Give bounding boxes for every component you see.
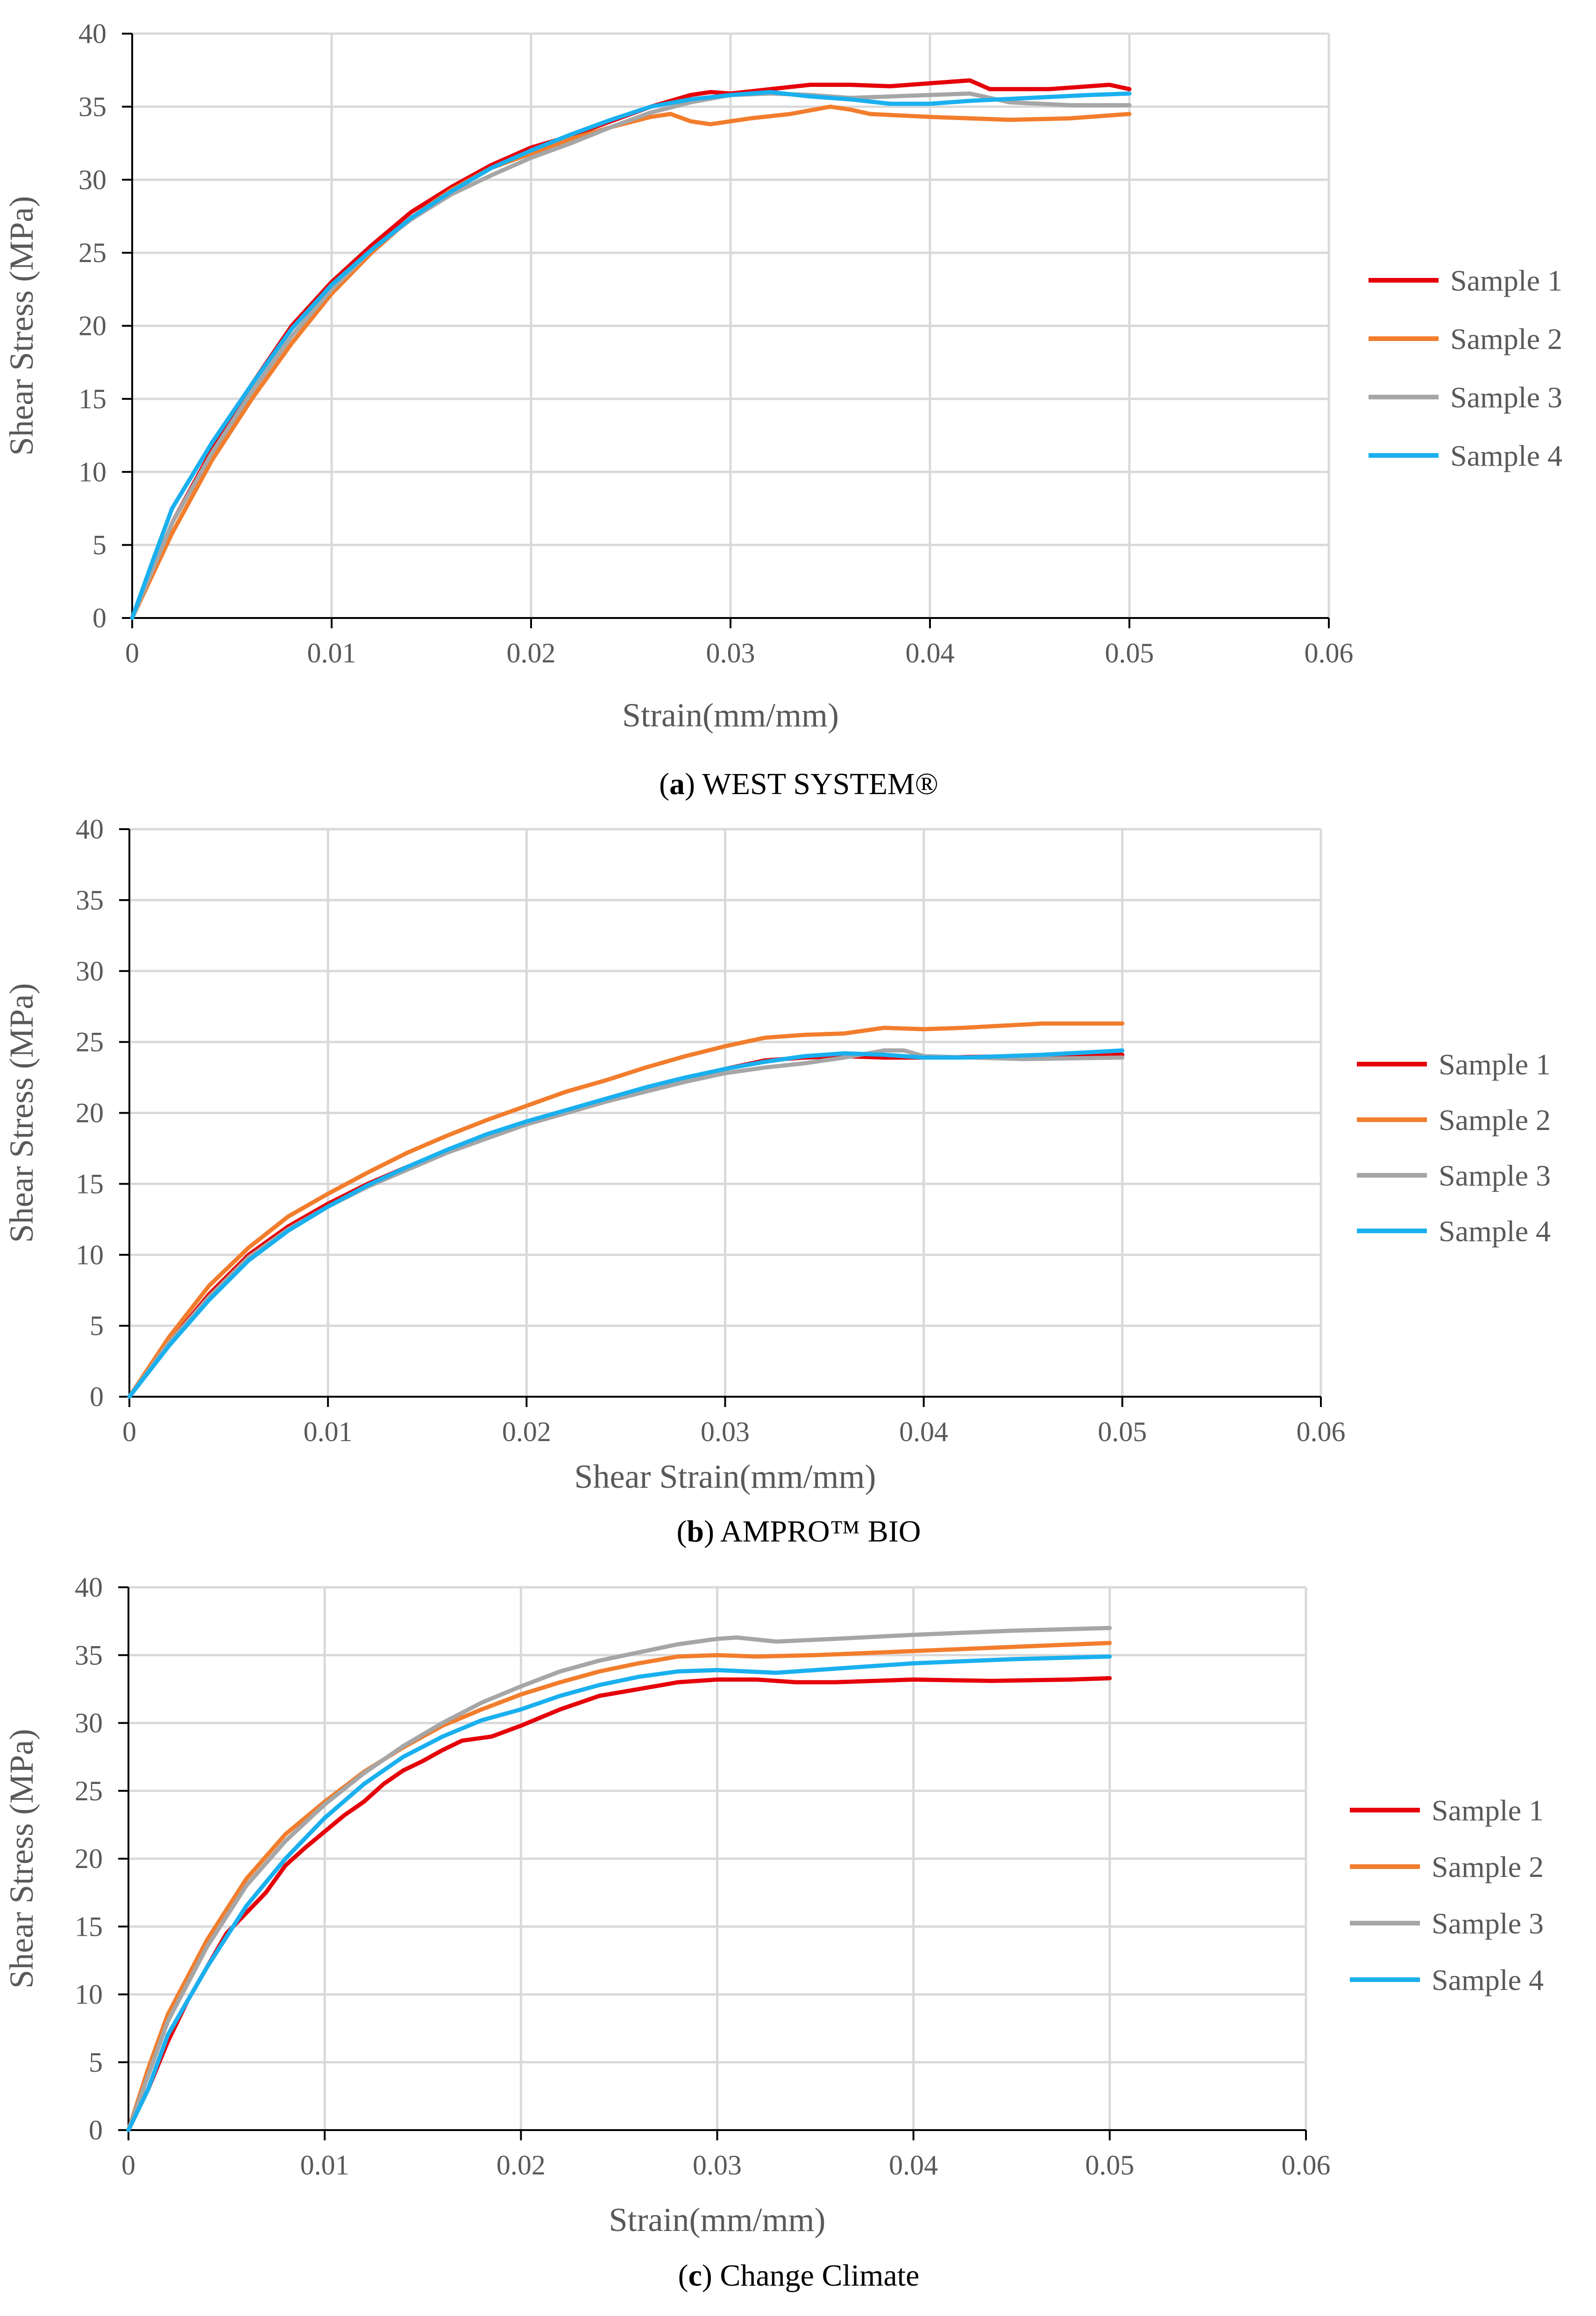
y-tick-label: 15 — [78, 384, 106, 414]
x-tick-label: 0 — [122, 1416, 136, 1447]
legend-label: Sample 4 — [1432, 1963, 1544, 1996]
x-tick-label: 0.01 — [307, 638, 356, 668]
x-tick-label: 0.02 — [497, 2150, 546, 2181]
legend-label: Sample 3 — [1450, 381, 1562, 414]
x-tick-label: 0.06 — [1282, 2150, 1331, 2181]
x-tick-label: 0.05 — [1105, 638, 1154, 668]
series-line-sample-2 — [127, 1021, 1125, 1399]
legend-label: Sample 1 — [1439, 1048, 1551, 1081]
y-tick-label: 40 — [75, 1572, 103, 1603]
y-tick-label: 30 — [75, 1708, 103, 1739]
y-tick-label: 20 — [78, 311, 106, 341]
caption-title: ) Change Climate — [702, 2259, 920, 2293]
y-axis-label: Shear Stress (MPa) — [3, 983, 40, 1243]
figure-caption: (c) Change Climate — [678, 2259, 920, 2293]
x-tick-label: 0.04 — [899, 1416, 948, 1447]
y-tick-label: 20 — [76, 1098, 104, 1129]
y-tick-label: 25 — [75, 1776, 103, 1806]
y-tick-label: 15 — [75, 1911, 103, 1942]
x-tick-label: 0.06 — [1305, 638, 1354, 668]
x-tick-label: 0.05 — [1085, 2150, 1134, 2181]
x-tick-label: 0.02 — [502, 1416, 551, 1447]
y-tick-label: 0 — [89, 2115, 103, 2145]
figure-caption: (b) AMPRO™ BIO — [676, 1514, 921, 1549]
x-tick-label: 0.05 — [1098, 1416, 1147, 1447]
caption-open: ( — [678, 2259, 688, 2293]
figure-caption: (a) WEST SYSTEM® — [659, 767, 938, 801]
caption-open: ( — [676, 1514, 687, 1549]
y-tick-label: 5 — [89, 2047, 103, 2078]
y-tick-label: 30 — [76, 956, 104, 987]
x-tick-label: 0.03 — [693, 2150, 742, 2181]
series-line-sample-2 — [130, 104, 1132, 620]
y-tick-label: 25 — [76, 1027, 104, 1058]
legend: Sample 1 Sample 2 Sample 3 Sample 4 — [1369, 264, 1562, 472]
caption-letter: b — [687, 1514, 704, 1549]
y-tick-label: 10 — [78, 456, 106, 487]
legend-label: Sample 2 — [1432, 1850, 1544, 1883]
y-tick-label: 35 — [76, 885, 104, 916]
caption-letter: a — [669, 767, 685, 801]
legend-label: Sample 2 — [1439, 1103, 1551, 1137]
y-tick-label: 20 — [75, 1843, 103, 1874]
y-tick-label: 0 — [92, 603, 106, 633]
y-tick-label: 5 — [90, 1310, 104, 1341]
y-tick-label: 5 — [92, 530, 106, 561]
chart-0: 0 0.01 0.02 0.03 0.04 0.05 0.06 0 5 10 15 20 25 30 35 4… — [3, 18, 1562, 801]
x-tick-label: 0.01 — [304, 1416, 353, 1447]
y-tick-label: 35 — [75, 1640, 103, 1670]
y-tick-label: 10 — [75, 1979, 103, 2010]
x-axis-label: Strain(mm/mm) — [609, 2201, 826, 2238]
y-tick-label: 40 — [76, 814, 104, 845]
legend-label: Sample 3 — [1432, 1907, 1544, 1940]
x-tick-label: 0.03 — [701, 1416, 750, 1447]
x-tick-label: 0.04 — [906, 638, 955, 668]
series-line-sample-4 — [126, 1654, 1112, 2132]
series-line-sample-3 — [130, 91, 1132, 620]
legend: Sample 1 Sample 2 Sample 3 Sample 4 — [1357, 1048, 1551, 1248]
series-line-sample-2 — [126, 1641, 1112, 2132]
series-line-sample-4 — [130, 90, 1132, 620]
y-tick-label: 15 — [76, 1168, 104, 1199]
chart-1: 0 0.01 0.02 0.03 0.04 0.05 0.06 0 5 10 15 20 25 30 35 4… — [3, 814, 1551, 1549]
series-line-sample-3 — [126, 1626, 1112, 2132]
y-tick-label: 40 — [78, 18, 106, 49]
x-tick-label: 0 — [121, 2150, 135, 2181]
x-axis-label: Strain(mm/mm) — [622, 696, 839, 734]
caption-title: ) AMPRO™ BIO — [704, 1514, 921, 1549]
y-tick-label: 10 — [76, 1239, 104, 1270]
y-axis-label: Shear Stress (MPa) — [3, 1729, 40, 1989]
y-axis-label: Shear Stress (MPa) — [3, 196, 40, 456]
x-tick-label: 0.06 — [1297, 1416, 1346, 1447]
y-tick-label: 25 — [78, 237, 106, 268]
chart-2: 0 0.01 0.02 0.03 0.04 0.05 0.06 0 5 10 15 20 25 30 35 4… — [3, 1572, 1544, 2293]
y-tick-label: 0 — [90, 1381, 104, 1412]
legend: Sample 1 Sample 2 Sample 3 Sample 4 — [1350, 1794, 1544, 1996]
x-tick-label: 0.01 — [300, 2150, 349, 2181]
legend-label: Sample 2 — [1450, 322, 1562, 355]
y-tick-label: 30 — [78, 164, 106, 195]
x-tick-label: 0.02 — [507, 638, 556, 668]
legend-label: Sample 4 — [1439, 1215, 1551, 1248]
x-axis-label: Shear Strain(mm/mm) — [575, 1458, 876, 1495]
legend-label: Sample 4 — [1450, 439, 1562, 472]
caption-title: ) WEST SYSTEM® — [685, 767, 938, 801]
x-tick-label: 0 — [125, 638, 139, 668]
x-tick-label: 0.04 — [889, 2150, 938, 2181]
caption-letter: c — [688, 2259, 702, 2293]
y-tick-label: 35 — [78, 91, 106, 122]
legend-label: Sample 3 — [1439, 1159, 1551, 1192]
series-line-sample-4 — [127, 1048, 1125, 1399]
caption-open: ( — [659, 767, 669, 801]
x-tick-label: 0.03 — [706, 638, 755, 668]
legend-label: Sample 1 — [1432, 1794, 1544, 1827]
legend-label: Sample 1 — [1450, 264, 1562, 297]
